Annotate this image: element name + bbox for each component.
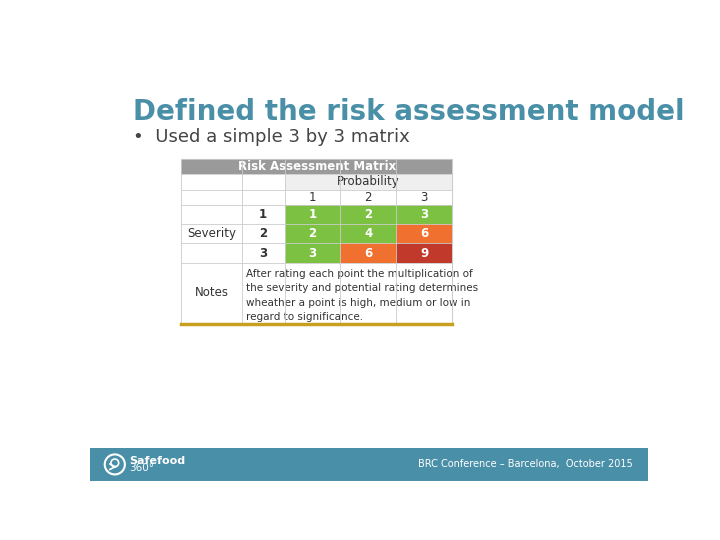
Bar — [284, 224, 341, 244]
Text: 1: 1 — [308, 208, 317, 221]
Bar — [341, 244, 396, 262]
Text: 2: 2 — [308, 227, 317, 240]
Text: 6: 6 — [420, 227, 428, 240]
Text: Risk Assessment Matrix: Risk Assessment Matrix — [238, 160, 396, 173]
Text: 3: 3 — [308, 247, 317, 260]
Bar — [284, 174, 452, 190]
Text: 9: 9 — [420, 247, 428, 260]
Bar — [181, 205, 242, 224]
Text: BRC Conference – Barcelona,  October 2015: BRC Conference – Barcelona, October 2015 — [418, 460, 632, 469]
Text: 3: 3 — [420, 208, 428, 221]
Text: 3: 3 — [420, 191, 428, 204]
Bar — [181, 190, 284, 205]
Bar — [181, 224, 242, 244]
Text: 6: 6 — [364, 247, 372, 260]
Bar — [181, 174, 284, 190]
Text: Notes: Notes — [194, 286, 229, 299]
Text: 2: 2 — [259, 227, 267, 240]
Text: After rating each point the multiplication of
the severity and potential rating : After rating each point the multiplicati… — [246, 269, 478, 322]
Bar — [341, 224, 396, 244]
Text: Probability: Probability — [337, 176, 400, 188]
Bar — [90, 448, 648, 481]
Bar — [284, 190, 452, 205]
Bar — [396, 224, 452, 244]
Bar — [181, 262, 242, 323]
Text: 360°: 360° — [129, 463, 154, 473]
Text: 1: 1 — [259, 208, 267, 221]
Bar — [242, 224, 284, 244]
Bar — [181, 159, 452, 323]
Text: Safefood: Safefood — [129, 456, 185, 465]
Bar — [242, 205, 284, 224]
Text: Defined the risk assessment model: Defined the risk assessment model — [132, 98, 684, 126]
Text: 2: 2 — [364, 191, 372, 204]
Text: 4: 4 — [364, 227, 372, 240]
Bar — [284, 244, 341, 262]
Bar — [341, 205, 396, 224]
Bar — [242, 262, 452, 323]
Text: Severity: Severity — [187, 227, 236, 240]
Bar — [284, 205, 341, 224]
Bar — [181, 244, 242, 262]
Bar — [242, 244, 284, 262]
Bar — [181, 159, 452, 174]
Bar — [396, 244, 452, 262]
Text: 1: 1 — [309, 191, 316, 204]
Text: •  Used a simple 3 by 3 matrix: • Used a simple 3 by 3 matrix — [132, 128, 410, 146]
Text: 2: 2 — [364, 208, 372, 221]
Bar — [396, 205, 452, 224]
Text: 3: 3 — [259, 247, 267, 260]
